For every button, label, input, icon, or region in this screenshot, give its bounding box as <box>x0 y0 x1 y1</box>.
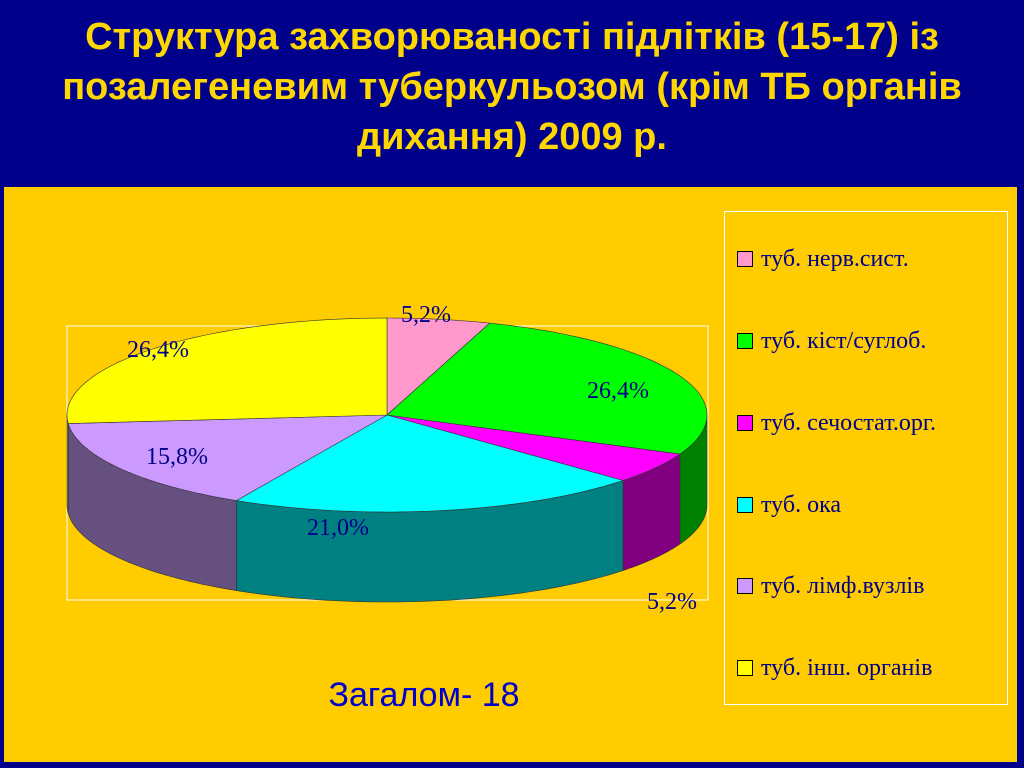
pie-slice-3 <box>386 414 681 481</box>
legend-swatch-1 <box>737 251 753 267</box>
legend-swatch-6 <box>737 660 753 676</box>
legend-item-2: туб. кіст/суглоб. <box>737 326 926 356</box>
legend-label-6: туб. інш. органів <box>761 654 933 681</box>
data-label-3: 5,2% <box>647 589 697 615</box>
legend-swatch-2 <box>737 333 753 349</box>
data-label-4: 21,0% <box>307 515 369 541</box>
legend-label-5: туб. лімф.вузлів <box>761 572 925 599</box>
legend-label-4: туб. ока <box>761 491 842 518</box>
legend-swatch-5 <box>737 578 753 594</box>
legend: туб. нерв.сист. туб. кіст/суглоб. туб. сеч… <box>724 211 1008 705</box>
data-label-6: 26,4% <box>127 337 189 363</box>
legend-item-1: туб. нерв.сист. <box>737 244 909 274</box>
legend-item-4: туб. ока <box>737 490 841 520</box>
legend-swatch-3 <box>737 415 753 431</box>
pie-slice-5 <box>67 414 388 501</box>
legend-swatch-4 <box>737 497 753 513</box>
pie-side-6 <box>66 415 69 514</box>
legend-item-3: туб. сечостат.орг. <box>737 408 936 438</box>
data-label-2: 26,4% <box>587 378 649 404</box>
total-label: Загалом- 18 <box>328 676 520 714</box>
legend-item-6: туб. інш. органів <box>737 653 932 683</box>
legend-label-2: туб. кіст/суглоб. <box>761 327 927 354</box>
slide-title: Структура захворюваності підлітків (15-1… <box>62 16 962 158</box>
pie-slice-2 <box>386 322 708 455</box>
pie-slice-1 <box>386 317 491 416</box>
legend-label-1: туб. нерв.сист. <box>761 245 909 272</box>
pie-slice-4 <box>235 414 625 513</box>
legend-item-5: туб. лімф.вузлів <box>737 571 924 601</box>
data-label-5: 15,8% <box>146 444 208 470</box>
data-label-1: 5,2% <box>401 302 451 328</box>
legend-label-3: туб. сечостат.орг. <box>761 409 937 436</box>
pie-slice-6 <box>66 317 388 424</box>
